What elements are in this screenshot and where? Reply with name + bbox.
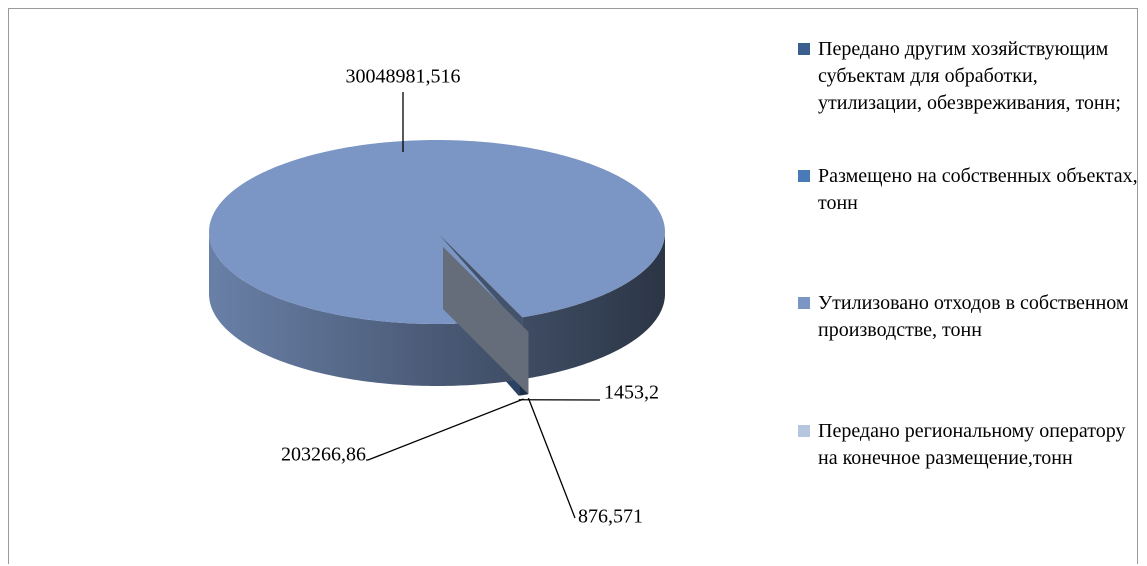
slice-side xyxy=(209,232,514,386)
legend-item: Утилизовано отходов в собственном произв… xyxy=(798,290,1143,344)
legend-item: Передано региональному оператору на коне… xyxy=(798,418,1143,472)
leader-line xyxy=(366,398,524,461)
data-label: 876,571 xyxy=(578,506,643,528)
data-label: 1453,2 xyxy=(604,382,659,404)
legend-swatch xyxy=(798,297,810,309)
pie-slice xyxy=(443,246,529,395)
legend-label: Утилизовано отходов в собственном произв… xyxy=(818,292,1129,341)
legend-swatch xyxy=(798,425,810,437)
legend-swatch xyxy=(798,170,810,182)
data-label: 203266,86 xyxy=(281,444,366,466)
legend-swatch xyxy=(798,43,810,55)
slice-top xyxy=(209,140,665,324)
slice-top xyxy=(443,246,529,333)
slice-side xyxy=(522,232,665,380)
legend-item: Передано другим хозяйствующим субъектам … xyxy=(798,36,1143,117)
legend-item: Размещено на собственных объектах, тонн xyxy=(798,163,1143,217)
legend-label: Размещено на собственных объектах, тонн xyxy=(818,165,1138,214)
legend-label: Передано региональному оператору на коне… xyxy=(818,420,1126,469)
data-label: 30048981,516 xyxy=(346,66,461,88)
leader-line xyxy=(527,397,576,519)
legend-label: Передано другим хозяйствующим субъектам … xyxy=(818,38,1121,114)
slice-wall xyxy=(443,246,529,395)
chart-frame xyxy=(8,8,1138,564)
pie-slice xyxy=(209,140,665,386)
